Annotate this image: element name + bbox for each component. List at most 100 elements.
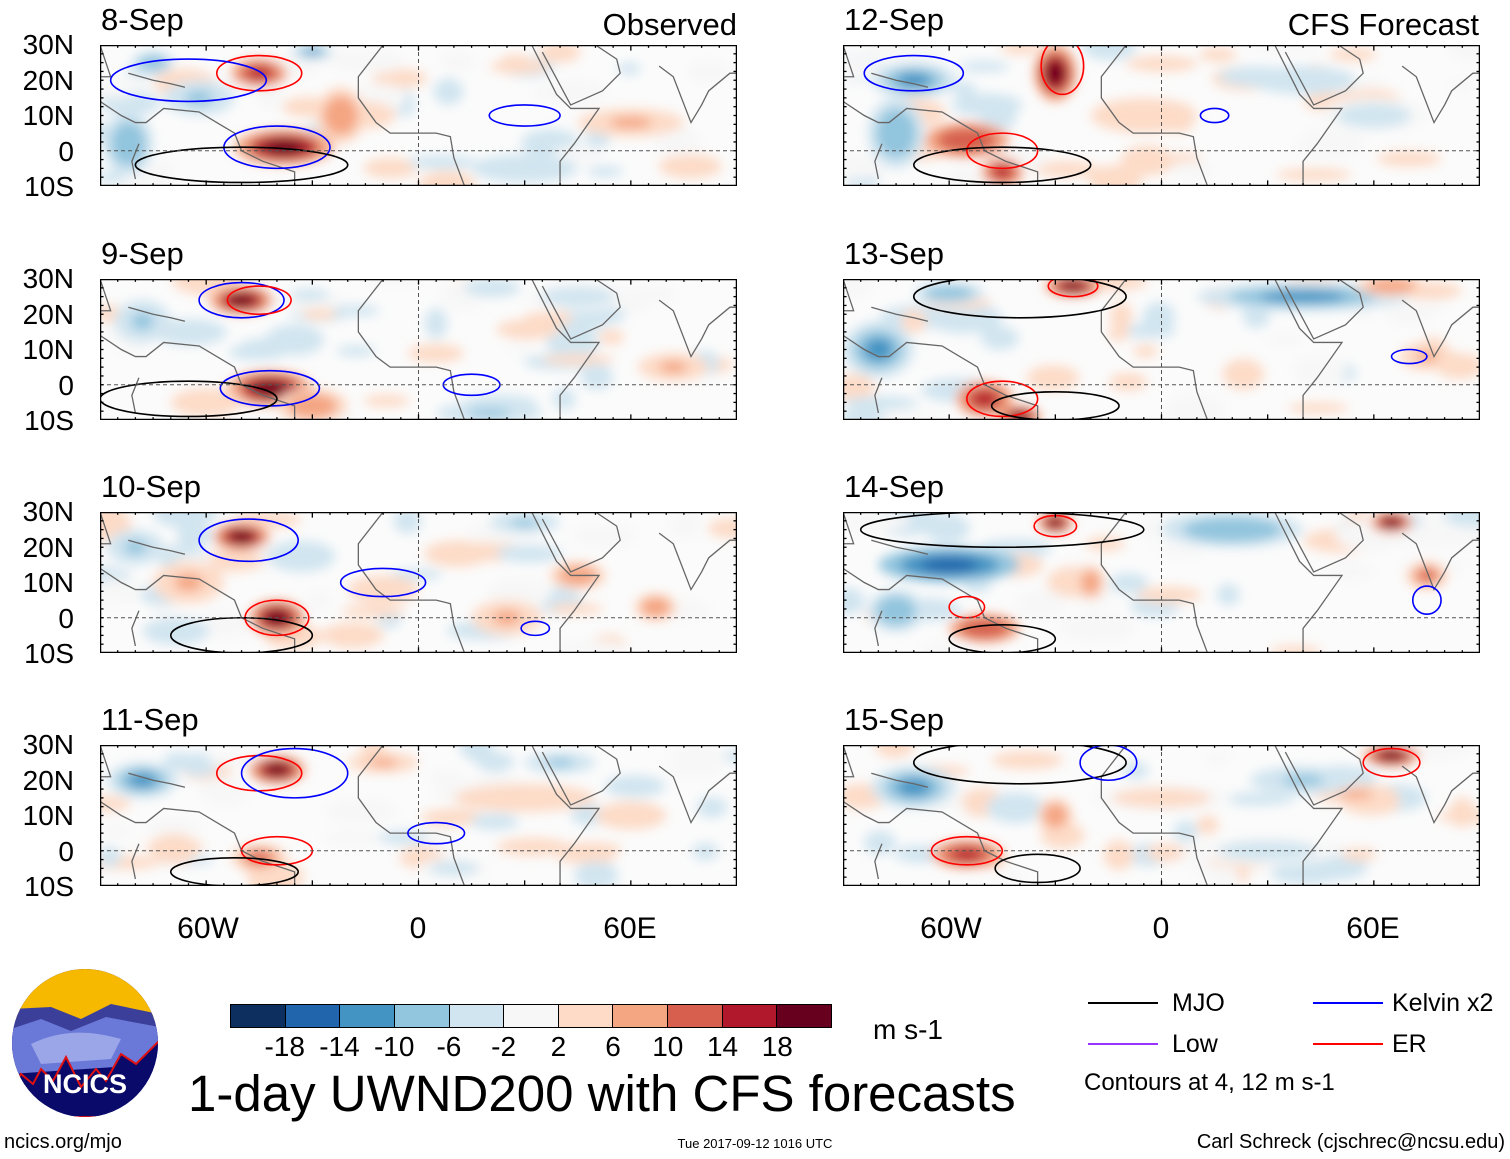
anomaly-field <box>1383 518 1401 527</box>
anomaly-field <box>986 792 1046 824</box>
anomaly-field <box>1000 45 1042 55</box>
anomaly-field <box>1203 522 1261 537</box>
legend-label-er: ER <box>1392 1030 1427 1058</box>
lat-tick-label: 10N <box>22 800 74 831</box>
anomaly-field <box>1288 402 1349 414</box>
anomaly-field <box>1141 308 1167 333</box>
anomaly-field <box>951 81 977 97</box>
wave-contour <box>217 56 302 91</box>
legend-line-mjo <box>1088 1002 1158 1004</box>
coastline <box>871 540 928 554</box>
colorbar-label: 6 <box>605 1031 621 1062</box>
anomaly-field <box>510 518 539 527</box>
anomaly-field <box>427 827 455 854</box>
colorbar-label: -18 <box>264 1031 305 1062</box>
coastline <box>532 512 599 653</box>
coastline <box>659 533 737 589</box>
anomaly-field <box>468 408 511 418</box>
anomaly-field <box>658 154 723 179</box>
anomaly-field <box>920 557 978 572</box>
coastline <box>132 844 139 879</box>
coastline <box>875 378 882 413</box>
anomaly-field <box>151 602 183 615</box>
coastline <box>871 773 928 787</box>
colorbar-swatch <box>231 1005 286 1027</box>
anomaly-field <box>1442 512 1480 528</box>
anomaly-field <box>507 342 535 354</box>
map-panel-11-sep <box>100 745 737 886</box>
anomaly-field <box>980 325 1019 351</box>
lat-tick-label: 0 <box>58 136 74 167</box>
anomaly-field <box>424 307 448 339</box>
wave-contour <box>914 745 1126 784</box>
wave-contour <box>1080 745 1137 780</box>
coastline <box>1275 745 1342 886</box>
legend-line-er <box>1313 1043 1383 1045</box>
coastline <box>532 745 599 886</box>
lat-tick-label: 30N <box>22 263 74 294</box>
contours-note: Contours at 4, 12 m s-1 <box>1084 1069 1335 1096</box>
forecast-header: CFS Forecast <box>1287 7 1479 42</box>
coastline <box>100 279 111 311</box>
panel-date-label: 8-Sep <box>101 2 184 37</box>
anomaly-field <box>626 284 677 304</box>
anomaly-field <box>1109 572 1149 594</box>
wave-contour <box>521 621 549 635</box>
anomaly-field <box>1155 541 1205 558</box>
lat-tick-label: 20N <box>22 65 74 96</box>
anomaly-field <box>1377 281 1406 291</box>
anomaly-field <box>864 338 893 361</box>
anomaly-field <box>1196 815 1219 835</box>
wave-contour <box>992 392 1119 420</box>
anomaly-field <box>884 119 908 148</box>
coastline <box>843 101 1038 186</box>
coastline <box>532 279 599 420</box>
colorbar-swatch <box>613 1005 669 1027</box>
source-url: ncics.org/mjo <box>4 1131 122 1153</box>
anomaly-field <box>1107 326 1130 342</box>
colorbar-swatch <box>504 1005 559 1027</box>
lon-tick-label: 60E <box>1346 912 1400 945</box>
anomaly-field <box>289 288 330 302</box>
anomaly-field <box>555 640 628 653</box>
anomaly-field <box>496 837 570 856</box>
coastline <box>542 745 620 805</box>
lat-tick-label: 10S <box>24 171 74 202</box>
coastline <box>843 45 854 77</box>
coastline <box>128 73 185 87</box>
anomaly-field <box>264 140 304 155</box>
anomaly-field <box>1281 74 1325 86</box>
anomaly-field <box>1260 290 1346 303</box>
wave-contour <box>1200 108 1228 122</box>
wave-contour <box>914 147 1091 182</box>
anomaly-field <box>149 833 199 865</box>
panel-date-label: 9-Sep <box>101 236 184 271</box>
wave-contour <box>864 56 963 91</box>
lat-tick-label: 30N <box>22 29 74 60</box>
anomaly-field <box>580 363 614 390</box>
anomaly-field <box>470 813 520 831</box>
anomaly-field <box>896 778 931 796</box>
anomaly-field <box>433 78 464 106</box>
colorbar-label: 2 <box>550 1031 567 1062</box>
anomaly-field <box>1122 108 1166 123</box>
anomaly-field <box>1026 365 1080 391</box>
lat-tick-label: 20N <box>22 299 74 330</box>
coastline <box>875 144 882 179</box>
anomaly-field <box>1403 524 1459 549</box>
anomaly-field <box>609 116 653 129</box>
wave-contour <box>1413 586 1441 614</box>
legend-line-low <box>1088 1043 1158 1045</box>
anomaly-field <box>1220 792 1295 806</box>
anomaly-field <box>257 81 284 111</box>
wave-contour <box>135 147 347 182</box>
panel-date-label: 12-Sep <box>844 2 944 37</box>
anomaly-field <box>1136 586 1202 604</box>
anomaly-field <box>363 394 410 408</box>
wave-contour <box>408 823 465 844</box>
anomaly-field <box>418 170 476 186</box>
panel-date-label: 11-Sep <box>101 702 199 737</box>
coastline <box>1285 279 1363 339</box>
anomaly-field <box>100 578 150 605</box>
wave-contour <box>949 625 1055 653</box>
